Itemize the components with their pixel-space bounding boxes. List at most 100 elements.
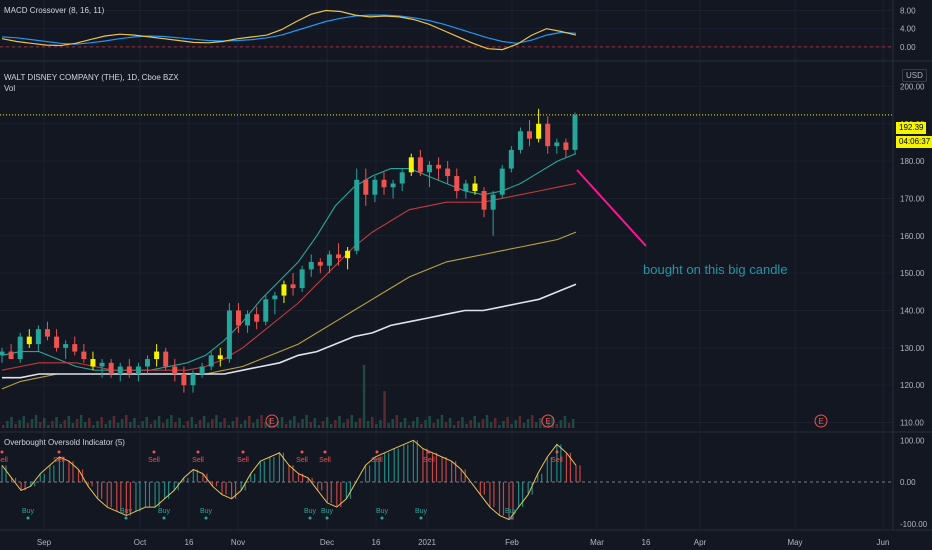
volume-bar [63, 420, 66, 428]
candle-body [381, 179, 387, 188]
candle-body [17, 336, 23, 360]
volume-bar [354, 422, 358, 428]
osc-tick-label: -100.00 [900, 520, 928, 529]
candle-body [390, 183, 396, 188]
volume-bar [252, 423, 255, 428]
price-axes: 8.004.000.00200.00190.00180.00170.00160.… [900, 7, 928, 529]
volume-bar [465, 424, 468, 428]
volume-bar [284, 424, 288, 428]
volume-bar [522, 423, 526, 428]
candle-body [490, 194, 496, 210]
currency-button[interactable]: USD [902, 69, 927, 82]
candle-body [417, 157, 423, 173]
buy-dot [162, 516, 166, 520]
candle-body [554, 142, 560, 147]
price-tick-label: 170.00 [900, 194, 925, 203]
signal-markers: Sell Sell Sell Sell Sell Sell Sell Sell Sell Sell… [0, 450, 563, 520]
volume-bar [157, 416, 161, 428]
volume-bar [317, 425, 321, 428]
candle-body [254, 314, 260, 322]
volume-bar [530, 415, 534, 428]
volume-bar [428, 416, 431, 428]
buy-signal-label: Buy [22, 508, 35, 515]
volume-bar [88, 418, 91, 428]
volume-bar [551, 417, 554, 428]
buy-signal-label: Buy [415, 508, 428, 515]
volume-bar [543, 425, 546, 428]
volume-bar [67, 416, 71, 428]
volume-bar [26, 423, 30, 428]
sell-signal-label: Sell [53, 457, 65, 464]
candle-body [99, 362, 105, 367]
volume-bar [145, 417, 148, 428]
sell-dot [57, 450, 61, 454]
volume-bar [547, 421, 550, 428]
volume-bar [141, 421, 144, 428]
volume-bar [129, 422, 132, 428]
volume-bar [313, 418, 317, 428]
volume-bar [239, 424, 243, 428]
candle-body [436, 164, 442, 169]
volume-bar [346, 419, 349, 428]
volume-bar [170, 415, 173, 428]
countdown-tag: 04:06:37 [896, 136, 932, 148]
macd-tick-label: 0.00 [900, 43, 916, 52]
price-tick-label: 160.00 [900, 232, 925, 241]
volume-bar [391, 419, 394, 428]
sell-signal-label: Sell [0, 457, 8, 464]
sell-signal-label: Sell [423, 457, 435, 464]
volume-bar [149, 424, 153, 428]
price-tick-label: 200.00 [900, 82, 925, 91]
sell-signal-label: Sell [192, 457, 204, 464]
macd-pane [0, 9, 893, 51]
volume-bar [166, 419, 169, 428]
volume-bars [2, 365, 575, 428]
candle-body [472, 183, 478, 191]
sell-dot [241, 450, 245, 454]
buy-dot [380, 516, 384, 520]
volume-bar [338, 416, 341, 428]
volume-bar [420, 424, 423, 428]
candle-body [572, 114, 578, 150]
osc-line [1, 439, 577, 521]
volume-bar [190, 417, 194, 428]
volume-bar [526, 419, 530, 428]
volume-bar [416, 417, 419, 428]
candle-body [545, 123, 551, 147]
earnings-marker [541, 414, 555, 428]
candle-body [226, 310, 232, 360]
candle-body [172, 366, 178, 374]
volume-bar [256, 419, 259, 428]
volume-bar [235, 417, 239, 428]
volume-bar [309, 422, 312, 428]
volume-bar [198, 420, 202, 428]
candle-body [0, 351, 5, 356]
candle-body [536, 123, 542, 139]
candle-body [426, 164, 432, 173]
volume-bar [412, 421, 415, 428]
candle-body [363, 179, 369, 195]
volume-bar [489, 422, 493, 428]
volume-bar [494, 418, 497, 428]
candle-body [317, 261, 323, 266]
oscillator-pane [0, 439, 893, 521]
buy-dot [419, 516, 423, 520]
annotation-arrow [576, 169, 647, 247]
sell-dot [0, 450, 4, 454]
volume-bar [403, 418, 407, 428]
volume-bar [79, 415, 83, 428]
volume-bar [535, 422, 538, 428]
candle-body [54, 336, 60, 348]
volume-bar [243, 420, 247, 428]
macd-title: MACD Crossover (8, 16, 11) [4, 6, 105, 15]
volume-bar [555, 424, 558, 428]
volume-bar [268, 418, 271, 428]
volume-bar [182, 425, 185, 428]
candle-body [345, 250, 351, 259]
candle-body [208, 355, 214, 367]
volume-bar [108, 420, 112, 428]
candle-body [326, 254, 332, 266]
volume-bar [371, 417, 374, 428]
buy-signal-label: Buy [158, 508, 171, 515]
